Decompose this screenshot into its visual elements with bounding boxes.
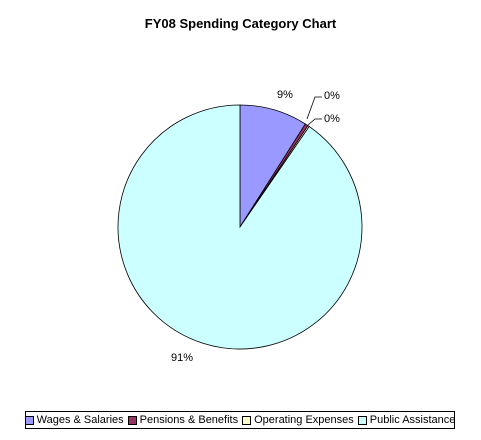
legend-item: Public Assistance <box>357 414 456 426</box>
legend-label: Pensions & Benefits <box>139 414 239 426</box>
chart-legend: Wages & Salaries Pensions & Benefits Opera… <box>24 411 456 429</box>
data-label: 0% <box>324 113 340 125</box>
legend-swatch <box>242 415 252 425</box>
legend-item: Wages & Salaries <box>24 414 124 426</box>
chart-title: FY08 Spending Category Chart <box>144 16 337 31</box>
legend-item: Pensions & Benefits <box>127 414 239 426</box>
leader-line <box>307 118 322 126</box>
legend-label: Public Assistance <box>369 414 456 426</box>
pie-slice-public-assistance <box>117 104 363 350</box>
leader-line <box>306 96 322 120</box>
data-label: 0% <box>324 90 340 102</box>
legend-label: Operating Expenses <box>254 414 354 426</box>
legend-swatch <box>357 415 367 425</box>
data-label: 91% <box>171 352 193 364</box>
legend-swatch <box>127 415 137 425</box>
legend-item: Operating Expenses <box>242 414 354 426</box>
pie-chart: 9% 0% 0% 91% <box>117 89 363 364</box>
legend-swatch <box>24 415 34 425</box>
data-label: 9% <box>277 89 293 101</box>
legend-label: Wages & Salaries <box>36 414 124 426</box>
